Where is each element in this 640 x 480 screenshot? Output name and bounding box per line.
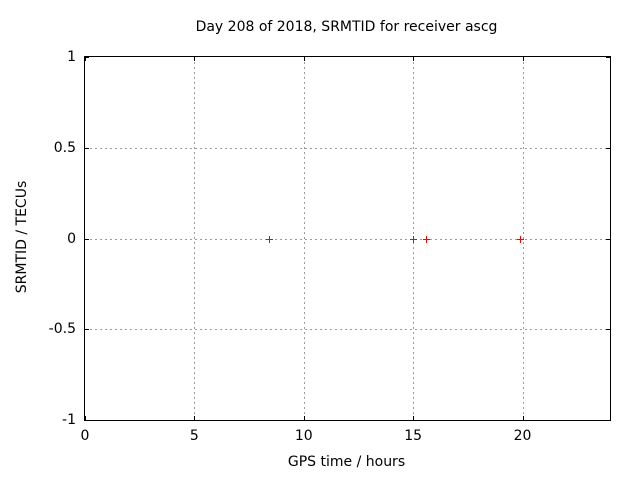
- y-tick-mark: [85, 420, 89, 421]
- x-tick-label: 0: [80, 428, 90, 444]
- gridline-y-0: [85, 238, 610, 240]
- x-tick-label: 10: [294, 428, 313, 444]
- y-tick-mark: [85, 238, 89, 240]
- y-tick-mark: [606, 238, 610, 240]
- x-tick-label: 20: [513, 428, 532, 444]
- y-tick-mark: [606, 329, 610, 331]
- x-tick-label: 5: [189, 428, 199, 444]
- gridline-y-0.5: [85, 147, 610, 149]
- data-point-marker: [423, 235, 431, 243]
- x-tick-mark: [85, 416, 86, 420]
- y-tick-mark: [85, 329, 89, 331]
- y-tick-mark: [606, 57, 610, 58]
- x-tick-label: 15: [404, 428, 423, 444]
- y-tick-label: 0: [67, 230, 76, 247]
- y-tick-label: 0.5: [53, 139, 76, 156]
- gridline-y--0.5: [85, 329, 610, 331]
- x-tick-mark: [303, 57, 305, 61]
- x-tick-mark: [85, 57, 86, 61]
- x-tick-mark: [194, 57, 196, 61]
- plot-title: Day 208 of 2018, SRMTID for receiver asc…: [195, 19, 498, 35]
- x-tick-mark: [522, 416, 524, 420]
- x-tick-mark: [522, 57, 524, 61]
- y-tick-label: -1: [62, 412, 76, 428]
- x-axis-label: GPS time / hours: [287, 454, 406, 470]
- y-tick-mark: [85, 147, 89, 149]
- x-tick-mark: [413, 57, 415, 61]
- data-point-marker: [266, 235, 274, 243]
- y-tick-label: -0.5: [48, 321, 76, 338]
- y-tick-mark: [85, 57, 89, 58]
- x-tick-mark: [194, 416, 196, 420]
- data-point-marker: [517, 235, 525, 243]
- data-point-marker: [410, 235, 418, 243]
- plot-area: 0 5 10 15 20 1 0.5 0 -0.5 -1: [49, 49, 611, 444]
- y-tick-mark: [606, 420, 610, 421]
- x-tick-mark: [303, 416, 305, 420]
- x-tick-mark: [413, 416, 415, 420]
- y-tick-mark: [606, 147, 610, 149]
- y-tick-label: 1: [67, 49, 76, 65]
